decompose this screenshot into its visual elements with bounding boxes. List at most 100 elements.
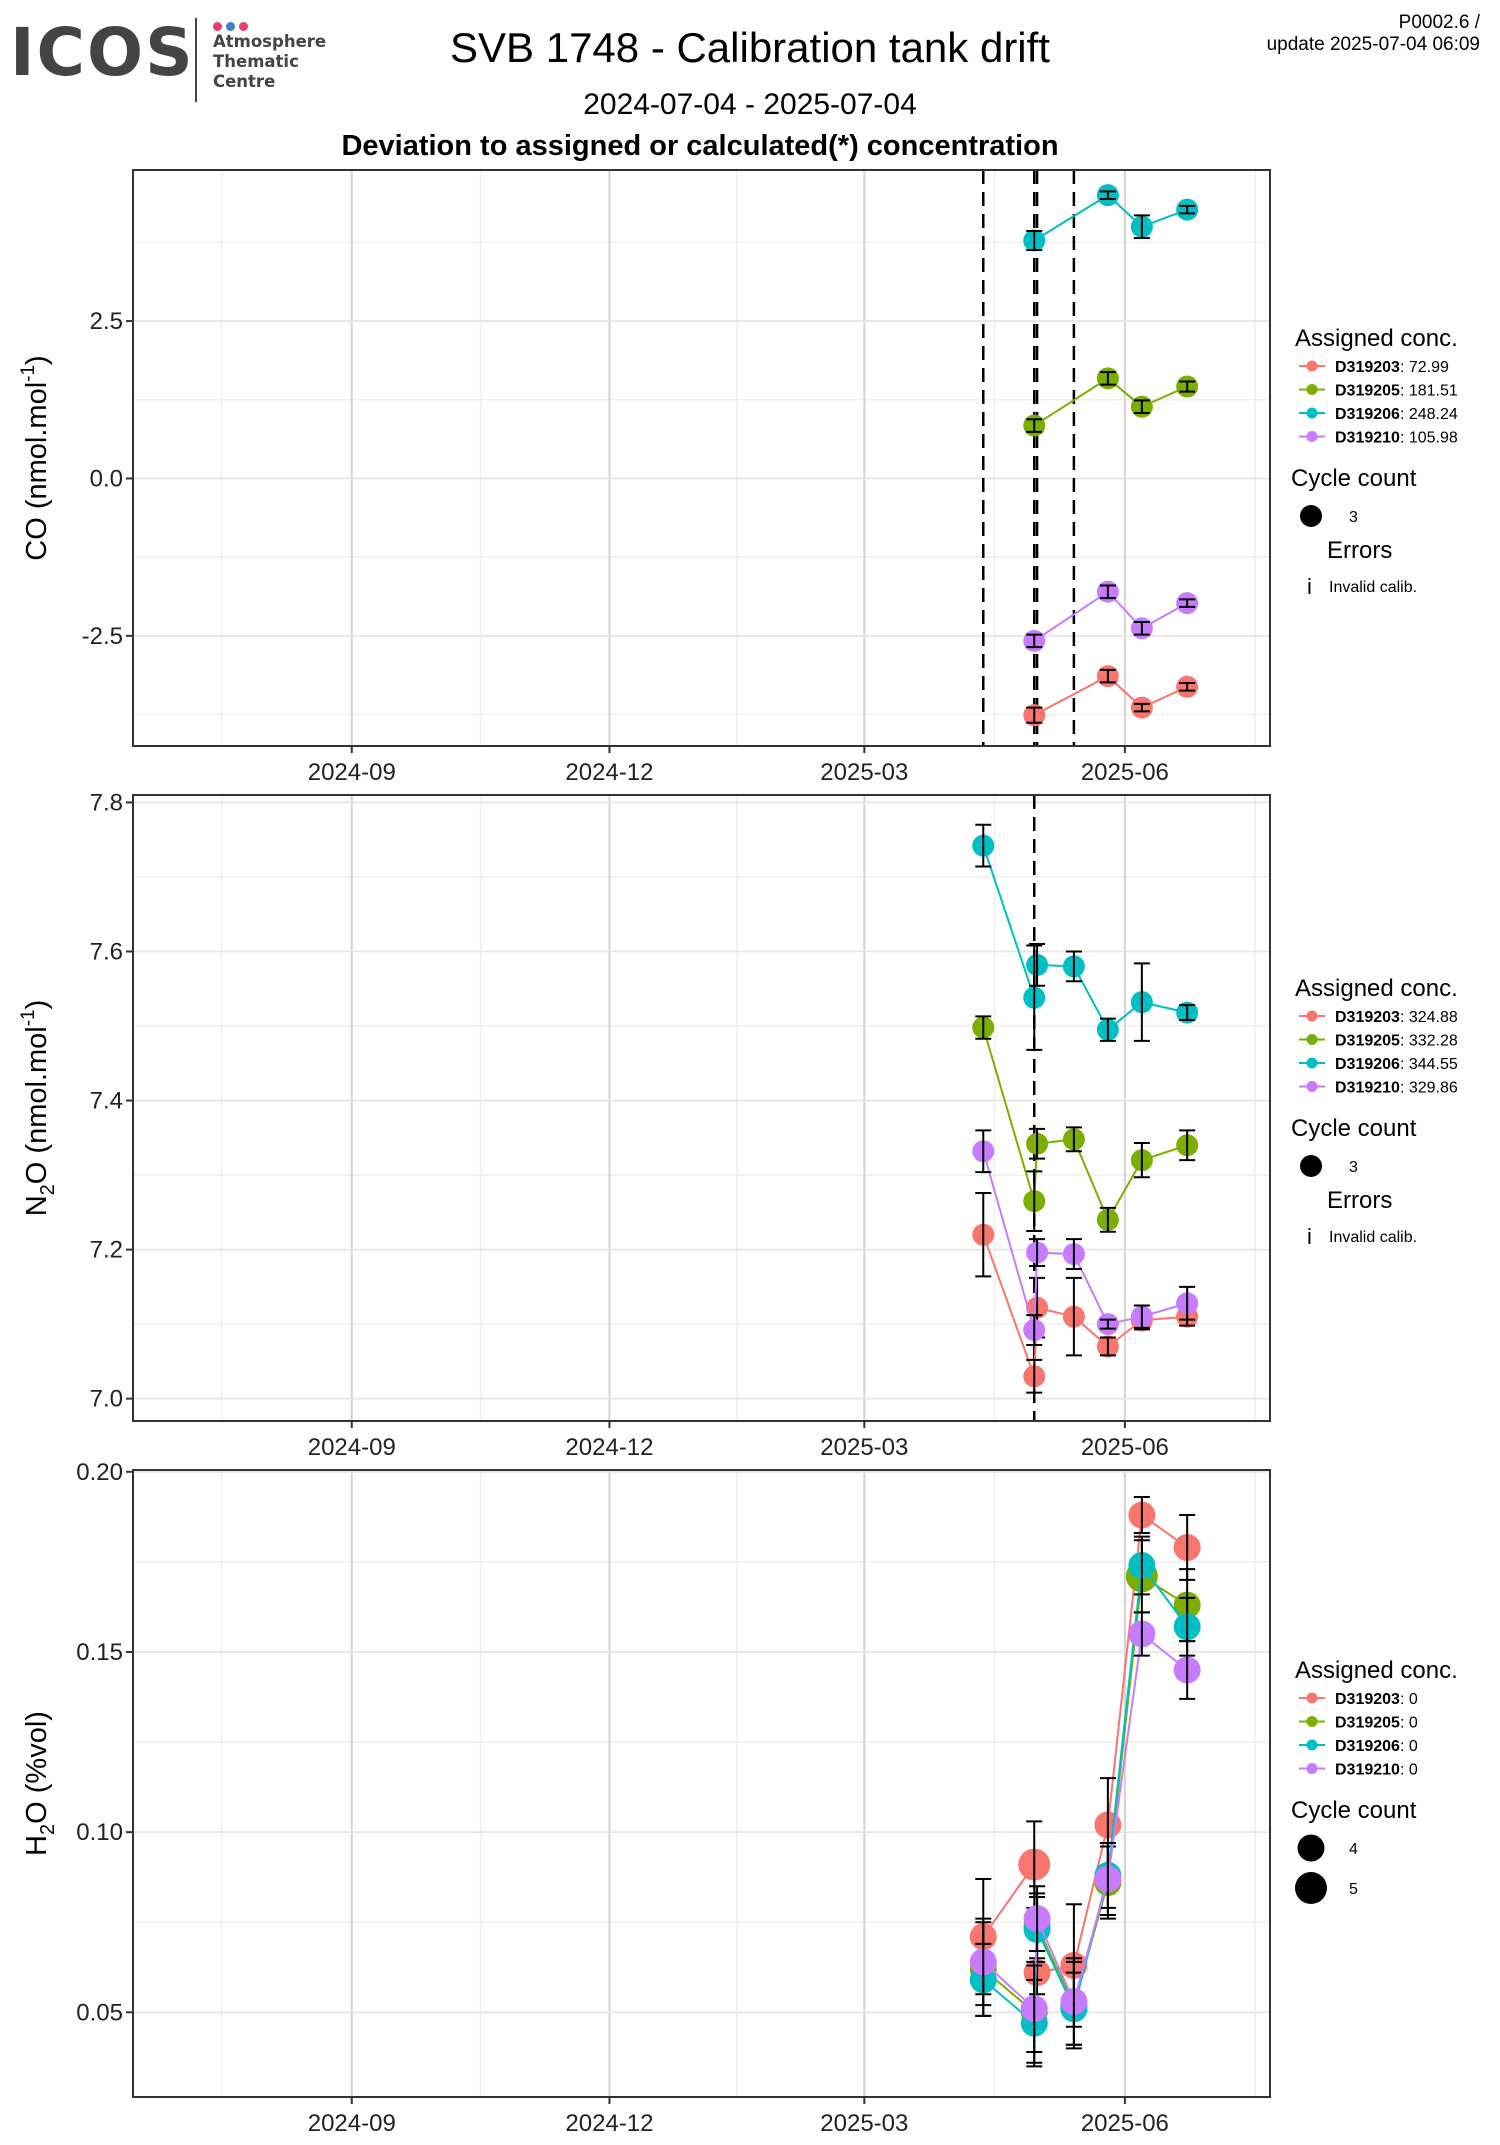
errors-label: Invalid calib. (1329, 1229, 1417, 1246)
y-tick-label: 7.8 (90, 789, 123, 816)
legend-assigned-value: 248.24 (1409, 406, 1458, 423)
x-tick-label: 2025-06 (1081, 2110, 1169, 2137)
legend-series-name: D319205 (1335, 383, 1400, 400)
legend-separator: : (1400, 1762, 1409, 1779)
cycle-count-title: Cycle count (1291, 465, 1417, 492)
y-axis-label-part: O (nmol.mol (21, 1026, 53, 1184)
series-line-D319206 (982, 845, 1188, 1032)
y-axis-label-part: H (21, 1835, 53, 1856)
cycle-count-title: Cycle count (1291, 1115, 1417, 1142)
legend-series-name: D319206 (1335, 1056, 1400, 1073)
legend-separator: : (1400, 430, 1409, 447)
legend-separator: : (1400, 1009, 1409, 1026)
y-axis-label: H2O (%vol) (21, 1711, 59, 1856)
logo-dot (239, 22, 248, 31)
y-tick-label: 2.5 (90, 308, 123, 335)
x-tick-label: 2024-12 (565, 1434, 653, 1461)
legend-key-point (1306, 1081, 1318, 1092)
x-tick-label: 2024-12 (565, 2110, 653, 2137)
x-tick-label: 2025-03 (820, 1434, 908, 1461)
legend-separator: : (1400, 1080, 1409, 1097)
legend-title: Assigned conc. (1295, 325, 1458, 352)
version-line: P0002.6 / (1398, 12, 1480, 33)
legend-separator: : (1400, 1033, 1409, 1050)
legend-series-name: D319210 (1335, 1080, 1400, 1097)
panel-border (132, 1469, 1271, 2098)
legend-entry-D319205: D319205: 181.51 (1335, 383, 1458, 400)
legend-assigned-value: 0 (1409, 1738, 1418, 1755)
y-tick-label: 7.2 (90, 1237, 123, 1264)
legend-key-point (1306, 1034, 1318, 1045)
cycle-count-key (1300, 505, 1322, 527)
legend-key-point (1306, 1739, 1318, 1751)
legend-entry-D319203: D319203: 72.99 (1335, 359, 1449, 376)
legend-entry-D319203: D319203: 0 (1335, 1691, 1418, 1708)
x-tick-label: 2025-03 (820, 2110, 908, 2137)
logo-line-2: Thematic (213, 52, 299, 71)
legend-series-name: D319205 (1335, 1715, 1400, 1732)
x-tick-label: 2024-09 (308, 1434, 396, 1461)
y-tick-label: 0.15 (76, 1639, 123, 1666)
series-line-D319203 (982, 1513, 1188, 1974)
chart-panel-2: 2024-09 2024-12 2025-03 2025-06 7.0 7.2 7.4 7.6… (18, 789, 1458, 1461)
errors-label: Invalid calib. (1329, 579, 1417, 596)
y-axis-label-part: CO (nmol.mol (21, 382, 53, 561)
legend-separator: : (1400, 1715, 1409, 1732)
x-tick-label: 2024-09 (308, 2110, 396, 2137)
version-info: P0002.6 / update 2025-07-04 06:09 (1267, 12, 1480, 56)
legend-entry-D319210: D319210: 0 (1335, 1762, 1418, 1779)
legend-separator: : (1400, 406, 1409, 423)
x-tick-label: 2024-09 (308, 759, 396, 786)
y-tick-label: 7.0 (90, 1386, 123, 1413)
date-range-subtitle: 2024-07-04 - 2025-07-04 (583, 88, 917, 121)
y-axis-label-part: 2 (37, 1824, 59, 1835)
legend-assigned-value: 181.51 (1409, 383, 1458, 400)
legend-assigned-value: 72.99 (1409, 359, 1449, 376)
cycle-count-key (1297, 1834, 1325, 1862)
y-tick-label: 7.4 (90, 1088, 123, 1115)
legend-entry-D319206: D319206: 344.55 (1335, 1056, 1458, 1073)
legend-assigned-value: 105.98 (1409, 430, 1458, 447)
logo-dot (213, 22, 222, 31)
y-tick-label: 0.20 (76, 1459, 123, 1486)
series-line-D319205 (1033, 377, 1188, 427)
legend-key-point (1306, 1716, 1318, 1727)
chart-panel-3: 2024-09 2024-12 2025-03 2025-06 0.05 0.10 0.15… (21, 1459, 1458, 2137)
legend-series-name: D319203 (1335, 1691, 1400, 1708)
logo-line-3: Centre (213, 72, 276, 91)
cycle-count-key (1300, 1155, 1322, 1177)
y-axis-label: N2O (nmol.mol-1) (18, 1000, 59, 1217)
legend-entry-D319210: D319210: 329.86 (1335, 1080, 1458, 1097)
legend-key-point (1306, 1010, 1318, 1022)
logo-dot (226, 22, 235, 31)
legend-separator: : (1400, 1738, 1409, 1755)
errors-title: Errors (1327, 1187, 1392, 1214)
logo-dots (213, 18, 252, 31)
legend-assigned-value: 332.28 (1409, 1033, 1458, 1050)
legend-series-name: D319210 (1335, 1762, 1400, 1779)
legend-key-point (1306, 384, 1318, 395)
legend-assigned-value: 0 (1409, 1691, 1418, 1708)
legend-series-name: D319203 (1335, 359, 1400, 376)
logo-caption: Atmosphere Thematic Centre (213, 32, 326, 92)
series-line-D319206 (1033, 193, 1188, 242)
series-line-D319206 (982, 1562, 1188, 2026)
logo-divider (195, 18, 197, 102)
legend-title: Assigned conc. (1295, 1657, 1458, 1684)
y-tick-label: 7.6 (90, 939, 123, 966)
chart-panel-1: 2024-09 2024-12 2025-03 2025-06 -2.5 0.0 2.5 CO… (18, 169, 1458, 786)
legend-assigned-value: 324.88 (1409, 1009, 1458, 1026)
logo-line-1: Atmosphere (213, 32, 327, 51)
y-tick-label: 0.10 (76, 1819, 123, 1846)
update-line: update 2025-07-04 06:09 (1266, 34, 1480, 55)
legend-assigned-value: 329.86 (1409, 1080, 1458, 1097)
legend-key-point (1306, 407, 1318, 419)
x-tick-label: 2025-06 (1081, 759, 1169, 786)
legend-entry-D319206: D319206: 248.24 (1335, 406, 1458, 423)
legend-series-name: D319205 (1335, 1033, 1400, 1050)
legend-entry-D319205: D319205: 0 (1335, 1715, 1418, 1732)
logo-wordmark: ICOS (10, 14, 195, 91)
legend-key-point (1306, 360, 1318, 372)
cycle-count-key (1295, 1872, 1327, 1904)
